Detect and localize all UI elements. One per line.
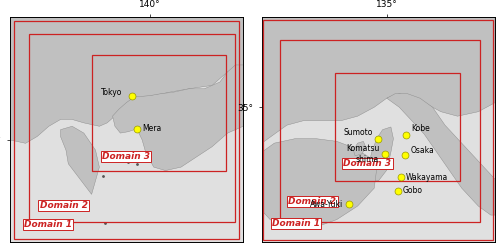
Text: Domain 3: Domain 3 <box>344 159 392 168</box>
Text: Domain 2: Domain 2 <box>40 201 88 210</box>
Point <box>397 175 405 179</box>
Text: Osaka: Osaka <box>411 146 434 155</box>
Text: Wakayama: Wakayama <box>406 173 448 182</box>
Text: Domain 1: Domain 1 <box>24 220 72 229</box>
Bar <box>335 73 460 181</box>
Polygon shape <box>112 65 243 170</box>
Polygon shape <box>10 17 243 143</box>
Text: Domain 1: Domain 1 <box>272 219 320 228</box>
Polygon shape <box>60 126 100 194</box>
Point <box>128 94 136 98</box>
Text: Domain 2: Domain 2 <box>288 197 337 206</box>
Point <box>374 137 382 141</box>
Polygon shape <box>262 139 376 228</box>
Bar <box>280 40 480 222</box>
Point <box>394 189 402 193</box>
Point <box>346 202 354 206</box>
Point <box>401 153 409 157</box>
Polygon shape <box>366 127 394 181</box>
Polygon shape <box>262 17 495 148</box>
Text: Mera: Mera <box>142 124 162 133</box>
Polygon shape <box>386 94 495 215</box>
Point <box>381 152 389 156</box>
Text: Tokyo: Tokyo <box>102 88 122 97</box>
Bar <box>30 34 236 222</box>
Text: Awa-Yuki: Awa-Yuki <box>310 200 344 209</box>
Polygon shape <box>354 141 366 156</box>
Text: Domain 3: Domain 3 <box>102 152 150 161</box>
Text: Komatsu
shima: Komatsu shima <box>346 144 379 164</box>
Text: Sumoto: Sumoto <box>343 128 372 137</box>
Text: Gobo: Gobo <box>402 186 422 195</box>
Text: Kobe: Kobe <box>412 124 430 133</box>
Bar <box>92 55 226 170</box>
Point <box>402 133 410 137</box>
Point <box>132 127 140 131</box>
